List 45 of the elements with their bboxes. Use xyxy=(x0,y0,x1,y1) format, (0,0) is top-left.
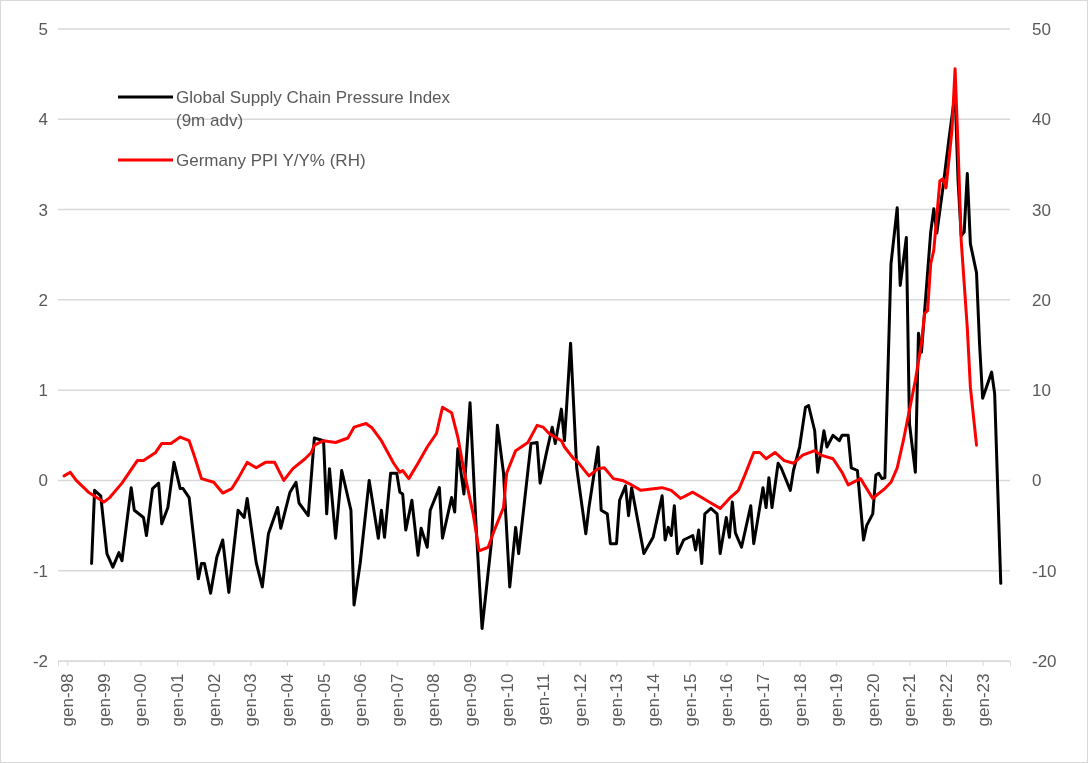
legend-label: Germany PPI Y/Y% (RH) xyxy=(176,151,366,170)
x-tick-label: gen-23 xyxy=(973,673,993,727)
legend-label: Global Supply Chain Pressure Index (9m adv) xyxy=(176,88,451,130)
x-tick-label: gen-14 xyxy=(644,673,664,727)
x-tick-label: gen-09 xyxy=(460,673,480,727)
x-tick-label: gen-02 xyxy=(204,673,224,727)
x-tick-label: gen-99 xyxy=(94,673,114,727)
x-tick-label: gen-19 xyxy=(827,673,847,727)
y-tick-label: 0 xyxy=(38,471,48,491)
y-tick-label: 3 xyxy=(38,200,48,220)
y-tick-label: 1 xyxy=(38,381,48,401)
y2-tick-label: 50 xyxy=(1032,19,1051,39)
line-series xyxy=(62,67,979,553)
x-tick-label: gen-18 xyxy=(790,673,810,727)
y2-tick-label: 40 xyxy=(1032,110,1051,130)
x-tick-label: gen-16 xyxy=(717,673,737,727)
x-tick-label: gen-13 xyxy=(607,673,627,727)
y2-tick-label: 10 xyxy=(1032,381,1051,401)
y-tick-label: 4 xyxy=(38,110,48,130)
x-tick-label: gen-11 xyxy=(534,673,554,726)
x-tick-label: gen-21 xyxy=(900,673,920,727)
x-tick-label: gen-10 xyxy=(497,673,517,727)
x-tick-label: gen-04 xyxy=(277,673,297,727)
x-tick-label: gen-17 xyxy=(753,673,773,727)
x-tick-label: gen-06 xyxy=(351,673,371,727)
x-tick-label: gen-98 xyxy=(58,673,78,727)
y2-tick-label: 20 xyxy=(1032,290,1051,310)
x-tick-label: gen-20 xyxy=(863,673,883,727)
y2-tick-label: 0 xyxy=(1032,471,1042,491)
x-tick-label: gen-05 xyxy=(314,673,334,727)
y-tick-label: 5 xyxy=(38,19,48,39)
y-tick-label: -2 xyxy=(32,651,48,671)
y-tick-label: -1 xyxy=(32,561,48,581)
y2-tick-label: -20 xyxy=(1032,651,1057,671)
x-tick-label: gen-08 xyxy=(424,673,444,727)
x-tick-label: gen-03 xyxy=(241,673,261,727)
y2-tick-label: -10 xyxy=(1032,561,1057,581)
x-tick-label: gen-07 xyxy=(387,673,407,727)
x-tick-label: gen-15 xyxy=(680,673,700,727)
x-tick-label: gen-01 xyxy=(168,673,188,727)
x-tick-label: gen-22 xyxy=(936,673,956,727)
x-tick-label: gen-12 xyxy=(570,673,590,727)
x-tick-label: gen-00 xyxy=(131,673,151,727)
y2-tick-label: 30 xyxy=(1032,200,1051,220)
y-tick-label: 2 xyxy=(38,290,48,310)
